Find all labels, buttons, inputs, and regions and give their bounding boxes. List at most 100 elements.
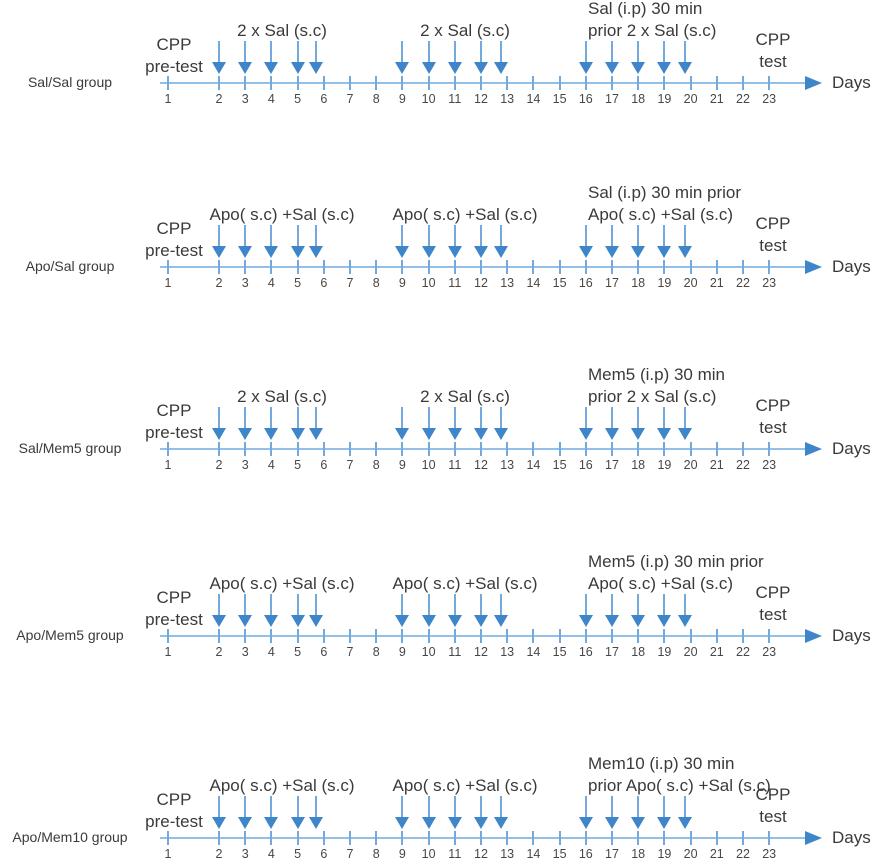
label-line: Mem10 (i.p) 30 min <box>588 754 735 773</box>
day-number: 14 <box>526 847 541 861</box>
day-number: 14 <box>526 276 541 290</box>
injection-arrowhead-icon <box>474 817 488 829</box>
day-number: 20 <box>683 92 698 106</box>
injection-arrowhead-icon <box>631 817 646 829</box>
phase2-label: Apo( s.c) +Sal (s.c) <box>325 573 605 595</box>
day-tick <box>715 629 718 643</box>
injection-arrowhead-icon <box>677 246 692 258</box>
injection-arrow-icon <box>453 225 456 247</box>
day-number: 20 <box>683 645 698 659</box>
label-line: 2 x Sal (s.c) <box>237 387 327 406</box>
timeline-axis <box>160 635 806 637</box>
day-number: 22 <box>736 276 750 290</box>
day-number: 1 <box>164 92 172 106</box>
injection-arrowhead-icon <box>264 246 279 258</box>
injection-arrowhead-icon <box>308 615 323 627</box>
injection-arrow-icon <box>270 225 273 247</box>
day-number: 16 <box>578 645 593 659</box>
day-number: 8 <box>372 92 380 106</box>
injection-arrowhead-icon <box>631 428 646 440</box>
day-number: 20 <box>683 847 698 861</box>
day-number: 23 <box>762 847 777 861</box>
day-tick <box>244 831 247 845</box>
day-number: 2 <box>215 458 223 472</box>
cpp-test-label: CPP test <box>713 784 833 828</box>
day-number: 22 <box>736 847 750 861</box>
label-line: test <box>759 236 787 255</box>
day-number: 21 <box>709 645 724 659</box>
day-tick <box>715 831 718 845</box>
label-line: Apo( s.c) +Sal (s.c) <box>588 205 734 224</box>
day-tick <box>768 831 771 845</box>
injection-arrowhead-icon <box>395 246 410 258</box>
day-tick <box>768 629 771 643</box>
injection-arrow-icon <box>453 594 456 616</box>
day-number: 19 <box>657 92 672 106</box>
day-tick <box>689 76 692 90</box>
day-tick <box>480 76 482 90</box>
cpp-pretest-label: CPP pre-test <box>104 400 244 444</box>
label-line: CPP <box>156 35 192 54</box>
day-number: 18 <box>631 276 646 290</box>
injection-arrow-icon <box>453 41 456 63</box>
label-line: test <box>759 418 787 437</box>
phase2-label: Apo( s.c) +Sal (s.c) <box>325 775 605 797</box>
cpp-pretest-label: CPP pre-test <box>104 34 244 78</box>
day-number: 10 <box>421 645 436 659</box>
day-number: 7 <box>346 847 354 861</box>
label-line: CPP <box>156 790 192 809</box>
axis-arrowhead-icon <box>805 629 822 643</box>
day-tick <box>427 442 430 456</box>
label-line: pre-test <box>145 610 203 629</box>
day-tick <box>584 629 587 643</box>
day-number: 2 <box>215 645 223 659</box>
day-tick <box>427 260 430 274</box>
day-tick <box>584 831 587 845</box>
injection-arrow-icon <box>637 594 640 616</box>
injection-arrow-icon <box>314 41 317 63</box>
injection-arrowhead-icon <box>657 428 672 440</box>
phase2-label: Apo( s.c) +Sal (s.c) <box>325 204 605 226</box>
day-tick <box>558 831 561 845</box>
label-line: CPP <box>755 396 791 415</box>
injection-arrowhead-icon <box>447 615 462 627</box>
day-number: 13 <box>500 847 515 861</box>
injection-arrowhead-icon <box>395 62 410 74</box>
day-tick <box>167 260 169 274</box>
day-tick <box>453 831 456 845</box>
injection-arrowhead-icon <box>494 62 509 74</box>
day-tick <box>611 831 613 845</box>
day-tick <box>663 629 666 643</box>
day-number: 18 <box>631 847 646 861</box>
day-number: 7 <box>346 645 354 659</box>
day-tick <box>296 260 299 274</box>
phase1-label: Apo( s.c) +Sal (s.c) <box>142 573 422 595</box>
day-number: 8 <box>372 276 380 290</box>
day-number: 3 <box>241 458 249 472</box>
injection-arrow-icon <box>218 225 220 247</box>
day-number: 21 <box>709 92 724 106</box>
day-tick <box>558 442 561 456</box>
injection-arrow-icon <box>453 407 456 429</box>
day-tick <box>742 260 744 274</box>
days-axis-label: Days <box>832 439 871 458</box>
injection-arrow-icon <box>611 594 613 616</box>
day-number: 6 <box>320 276 328 290</box>
day-number: 2 <box>215 847 223 861</box>
injection-arrowhead-icon <box>238 428 253 440</box>
day-tick <box>663 831 666 845</box>
injection-arrow-icon <box>663 225 666 247</box>
injection-arrow-icon <box>480 407 482 429</box>
injection-arrowhead-icon <box>308 62 323 74</box>
day-number: 15 <box>552 645 567 659</box>
cpp-test-label: CPP test <box>713 29 833 73</box>
label-line: Mem5 (i.p) 30 min <box>588 365 725 384</box>
injection-arrowhead-icon <box>605 615 619 627</box>
day-tick <box>637 442 640 456</box>
day-tick <box>480 260 482 274</box>
day-tick <box>244 442 247 456</box>
day-tick <box>167 629 169 643</box>
day-number: 5 <box>294 645 302 659</box>
day-tick <box>532 629 535 643</box>
injection-arrowhead-icon <box>212 62 226 74</box>
